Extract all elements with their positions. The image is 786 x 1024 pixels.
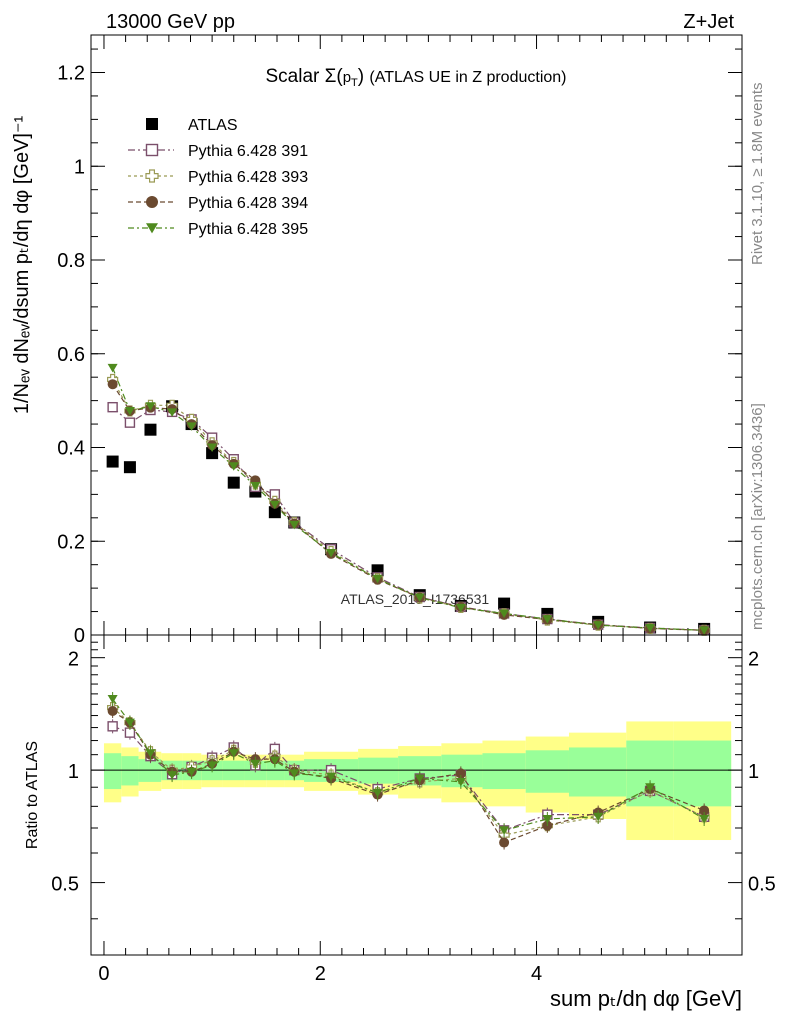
- y-tick-label: 1: [74, 156, 85, 178]
- atlas-data-point: [498, 597, 511, 610]
- ratio-y-tick-label: 2: [68, 649, 79, 671]
- header-right: Z+Jet: [683, 11, 734, 33]
- header-left: 13000 GeV pp: [106, 11, 235, 33]
- mc-395-point: [542, 615, 553, 624]
- ratio-y-tick-label-right: 0.5: [748, 874, 776, 896]
- mc-395-point: [326, 772, 337, 782]
- mc-395-point: [542, 814, 553, 824]
- legend-entry-label: ATLAS: [188, 117, 238, 134]
- ratio-frame: [90, 634, 743, 956]
- y-tick-label: 0.8: [57, 250, 85, 272]
- x-tick-label: 2: [315, 963, 326, 985]
- ratio-y-tick-label-right: 2: [748, 649, 759, 671]
- mc-395-point: [207, 761, 218, 770]
- mc-394-point: [146, 196, 158, 208]
- mc-395-point: [124, 718, 135, 728]
- mc-395-point: [414, 774, 425, 783]
- uncertainty-band-inner: [358, 757, 399, 784]
- rivet-label: Rivet 3.1.10, ≥ 1.8M events: [749, 83, 766, 266]
- mc-395-point: [269, 756, 280, 766]
- atlas-data-point: [227, 476, 240, 489]
- mcplots-label: mcplots.cern.ch [arXiv:1306.3436]: [749, 403, 766, 630]
- atlas-data-point: [268, 506, 281, 519]
- mc-395-point: [289, 769, 300, 778]
- legend-entry-label: Pythia 6.428 391: [188, 143, 308, 160]
- y-tick-label: 0.2: [57, 531, 85, 553]
- mc-394-point: [499, 837, 510, 848]
- mc-395-point: [289, 520, 300, 530]
- mc-394-point: [455, 768, 466, 779]
- mc-395-point: [414, 593, 425, 602]
- mc-395-point: [499, 826, 510, 835]
- y-tick-label: 1.2: [57, 63, 85, 85]
- mc-391-point: [107, 401, 118, 413]
- mc-395-point: [645, 783, 656, 792]
- atlas-data-point: [146, 118, 158, 130]
- legend-entry-label: Pythia 6.428 394: [188, 195, 308, 212]
- mc-395-point: [207, 443, 218, 452]
- mc-395-point: [167, 408, 178, 417]
- main-plot: 0 0.2 0.4 0.6 0.8 1 1.2 Scalar Σ(pT) (ATLAS UE …: [11, 34, 743, 647]
- mc-391-point: [145, 143, 159, 157]
- mc-394-point: [699, 805, 710, 816]
- x-tick-label: 0: [98, 963, 109, 985]
- mc-395-point: [146, 223, 158, 234]
- mc-395-point: [593, 812, 604, 822]
- mc-395-point: [228, 749, 239, 758]
- uncertainty-band-inner: [121, 756, 139, 786]
- mc-395-point: [186, 767, 197, 777]
- mc-395-point: [107, 695, 118, 704]
- x-axis-label: sum pₜ/dη dφ [GeV]: [550, 986, 742, 1011]
- y-axis-label: 1/Nₑᵥ dNₑᵥ/dsum pₜ/dη dφ [GeV]⁻¹: [11, 115, 33, 414]
- mc-393-point: [145, 169, 159, 183]
- mc-395-point: [145, 402, 156, 411]
- mc-395-point: [107, 363, 118, 373]
- y-tick-label: 0.6: [57, 344, 85, 366]
- y-tick-label: 0.4: [57, 438, 85, 460]
- plot-title: Scalar Σ(pT) (ATLAS UE in Z production): [265, 66, 566, 89]
- mc-391-point: [107, 721, 118, 732]
- mc-395-point: [372, 574, 383, 584]
- ratio-y-tick-label: 0.5: [51, 874, 79, 896]
- atlas-data-point: [144, 423, 157, 436]
- ratio-plot: 0.5 0.5 1 1 2 2 0 2 4 Ratio to ATLAS sum pₜ/dη dφ …: [24, 634, 776, 1011]
- mc-395-point: [699, 626, 710, 635]
- mc-394-point: [107, 379, 118, 390]
- atlas-data-point: [206, 447, 219, 460]
- ratio-y-tick-label-right: 1: [748, 761, 759, 783]
- mc-395-point: [269, 500, 280, 510]
- mc-395-point: [124, 406, 135, 416]
- mc-395-point: [167, 771, 178, 780]
- ratio-y-tick-label: 1: [68, 761, 79, 783]
- uncertainty-band-inner: [482, 753, 526, 790]
- legend-entry-label: Pythia 6.428 393: [188, 169, 308, 186]
- mc-395-point: [499, 609, 510, 618]
- mc-394-point: [107, 705, 118, 716]
- uncertainty-band-inner: [525, 750, 569, 793]
- atlas-data-point: [123, 461, 136, 474]
- mc-391-point: [124, 417, 136, 428]
- y-tick-label: 0: [74, 625, 85, 647]
- mc-395-point: [372, 788, 383, 798]
- mc-395-point: [250, 759, 261, 769]
- atlas-data-point: [106, 455, 119, 468]
- mc-395-point: [228, 462, 239, 471]
- mc-395-point: [455, 777, 466, 787]
- mc-395-point: [645, 623, 656, 633]
- mc-395-point: [455, 603, 466, 613]
- mc-395-point: [593, 621, 604, 630]
- uncertainty-band-inner: [673, 740, 732, 807]
- uncertainty-band-inner: [568, 747, 627, 797]
- ratio-y-axis-label: Ratio to ATLAS: [24, 741, 41, 849]
- legend-entry-label: Pythia 6.428 395: [188, 221, 308, 238]
- mc-395-point: [186, 422, 197, 431]
- uncertainty-band-inner: [103, 753, 122, 790]
- mc-395-point: [326, 548, 337, 558]
- x-tick-label: 4: [531, 963, 542, 985]
- mc-395-point: [145, 749, 156, 758]
- mc-395-point: [699, 814, 710, 824]
- mc-395-point: [250, 481, 261, 491]
